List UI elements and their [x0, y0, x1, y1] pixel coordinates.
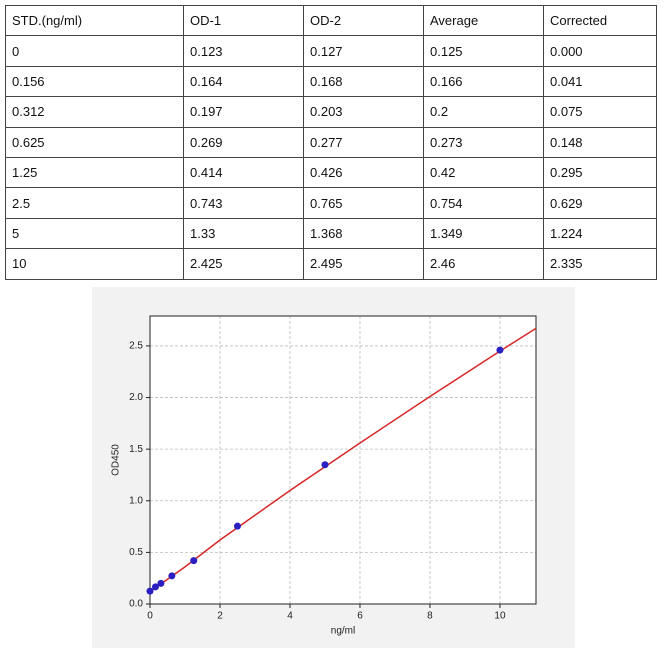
row: 1.25 0.414 0.426 0.42 0.295 [5, 156, 657, 189]
cell: 0.754 [423, 187, 544, 219]
cell: 0.273 [423, 126, 544, 158]
plot-area [150, 316, 536, 604]
cell: 2.495 [303, 248, 424, 280]
row: 10 2.425 2.495 2.46 2.335 [5, 248, 657, 280]
data-point [146, 587, 154, 595]
y-tick-label: 1.5 [129, 444, 143, 455]
cell: 10 [5, 248, 184, 280]
cell: 0.166 [423, 65, 544, 98]
y-tick-label: 1.0 [129, 495, 143, 506]
cell: 2.5 [5, 187, 184, 219]
cell: 2.46 [423, 248, 544, 280]
cell: 0.743 [183, 187, 304, 219]
cell: 0.148 [543, 126, 657, 158]
row: 0.156 0.164 0.168 0.166 0.041 [5, 65, 657, 98]
cell: 0.075 [543, 96, 657, 128]
cell: Corrected [543, 4, 657, 37]
data-table: STD.(ng/ml) OD-1 OD-2 Average Corrected 0 0.12… [5, 4, 657, 280]
cell: 2.425 [183, 248, 304, 280]
cell: 0.123 [183, 35, 304, 67]
y-tick-label: 2.5 [129, 341, 143, 352]
cell: 1.224 [543, 217, 657, 250]
cell: 0.42 [423, 156, 544, 189]
data-point [233, 522, 241, 530]
row: 2.5 0.743 0.765 0.754 0.629 [5, 187, 657, 219]
chart: ng/ml OD450 0 2 4 6 8 10 0.0 0.5 1.0 1.5 2.0 2.5 [92, 287, 575, 648]
row: 5 1.33 1.368 1.349 1.224 [5, 217, 657, 250]
cell: 0.765 [303, 187, 424, 219]
cell: 0.156 [5, 65, 184, 98]
data-point [151, 583, 159, 591]
cell: 0.426 [303, 156, 424, 189]
cell: 0.197 [183, 96, 304, 128]
x-tick-label: 10 [494, 611, 506, 622]
cell: 0.277 [303, 126, 424, 158]
cell: OD-2 [303, 4, 424, 37]
data-point [157, 579, 165, 587]
data-point [168, 572, 176, 580]
x-tick-label: 8 [427, 611, 433, 622]
y-tick-label: 2.0 [129, 392, 143, 403]
header-row: STD.(ng/ml) OD-1 OD-2 Average Corrected [5, 4, 657, 37]
row: 0.312 0.197 0.203 0.2 0.075 [5, 96, 657, 128]
cell: 0.295 [543, 156, 657, 189]
cell: 0.127 [303, 35, 424, 67]
cell: 0.414 [183, 156, 304, 189]
y-axis-label: OD450 [111, 444, 122, 476]
y-tick-label: 0.5 [129, 547, 143, 558]
cell: 0.2 [423, 96, 544, 128]
cell: 0.625 [5, 126, 184, 158]
cell: 0 [5, 35, 184, 67]
cell: 0.629 [543, 187, 657, 219]
y-tick-label: 0.0 [129, 599, 143, 610]
x-tick-label: 2 [217, 611, 223, 622]
x-tick-label: 6 [357, 611, 363, 622]
cell: 1.33 [183, 217, 304, 250]
cell: 1.25 [5, 156, 184, 189]
cell: 5 [5, 217, 184, 250]
cell: 0.203 [303, 96, 424, 128]
cell: 2.335 [543, 248, 657, 280]
row: 0 0.123 0.127 0.125 0.000 [5, 35, 657, 67]
cell: Average [423, 4, 544, 37]
cell: 0.269 [183, 126, 304, 158]
plot-frame [149, 315, 537, 605]
x-axis-label: ng/ml [331, 626, 355, 637]
cell: 1.349 [423, 217, 544, 250]
cell: 0.000 [543, 35, 657, 67]
cell: 0.041 [543, 65, 657, 98]
cell: STD.(ng/ml) [5, 4, 184, 37]
x-tick-label: 0 [147, 611, 153, 622]
cell: 1.368 [303, 217, 424, 250]
cell: 0.164 [183, 65, 304, 98]
cell: 0.168 [303, 65, 424, 98]
data-point [190, 557, 198, 565]
row: 0.625 0.269 0.277 0.273 0.148 [5, 126, 657, 158]
data-point [321, 461, 329, 469]
data-point [496, 346, 504, 354]
x-tick-label: 4 [287, 611, 293, 622]
cell: 0.125 [423, 35, 544, 67]
cell: OD-1 [183, 4, 304, 37]
cell: 0.312 [5, 96, 184, 128]
